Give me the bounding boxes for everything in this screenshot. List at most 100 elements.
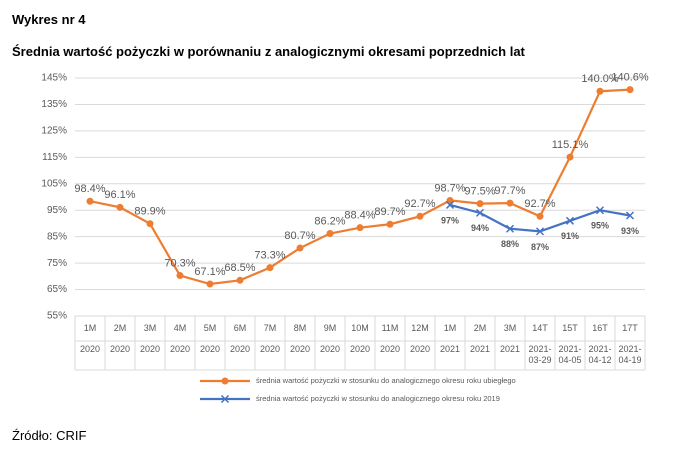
- data-label: 98.7%: [434, 182, 465, 194]
- x-tick-label: 5M: [203, 323, 217, 333]
- x-tick-label: 16T: [592, 323, 608, 333]
- point: [356, 224, 364, 232]
- y-tick-label: 145%: [41, 73, 67, 84]
- x-tick-sublabel: 2020: [229, 344, 251, 354]
- x-tick-label: 1M: [83, 323, 97, 333]
- x-tick-label: 2M: [473, 323, 487, 333]
- data-label: 115.1%: [552, 139, 589, 151]
- data-label: 97%: [441, 215, 459, 225]
- point: [236, 276, 244, 284]
- data-label: 140.0%: [581, 73, 619, 85]
- x-tick-sublabel: 2020: [79, 344, 101, 354]
- data-label: 92.7%: [404, 198, 435, 210]
- legend-label: średnia wartość pożyczki w stosunku do a…: [256, 376, 516, 385]
- x-tick-sublabel: 2021-04-05: [558, 344, 582, 365]
- x-tick-sublabel: 2021-04-12: [588, 344, 612, 365]
- x-tick-sublabel: 2021-03-29: [528, 344, 552, 365]
- x-tick-label: 2M: [113, 323, 127, 333]
- point: [416, 212, 424, 220]
- point: [176, 272, 184, 280]
- x-tick-label: 12M: [411, 323, 429, 333]
- legend-label: średnia wartość pożyczki w stosunku do a…: [256, 394, 500, 403]
- point: [506, 199, 514, 207]
- data-label: 97.7%: [494, 185, 525, 197]
- x-tick-label: 8M: [293, 323, 307, 333]
- y-tick-label: 135%: [41, 99, 67, 110]
- y-tick-label: 125%: [41, 126, 67, 137]
- data-label: 89.7%: [374, 206, 405, 218]
- point: [266, 264, 274, 272]
- x-tick-label: 1M: [443, 323, 457, 333]
- point: [206, 280, 214, 288]
- x-tick-sublabel: 2020: [349, 344, 371, 354]
- point: [595, 206, 605, 215]
- x-tick-sublabel: 2020: [169, 344, 191, 354]
- data-label: 91%: [561, 231, 579, 241]
- data-label: 86.2%: [314, 215, 345, 227]
- x-tick-sublabel: 2020: [319, 344, 341, 354]
- data-label: 87%: [531, 242, 549, 252]
- y-tick-label: 105%: [41, 178, 67, 189]
- data-label: 88%: [501, 239, 519, 249]
- y-tick-label: 75%: [47, 258, 67, 269]
- x-tick-label: 11M: [381, 323, 399, 333]
- x-tick-sublabel: 2020: [379, 344, 401, 354]
- point: [565, 216, 575, 225]
- x-tick-label: 15T: [562, 323, 578, 333]
- x-tick-sublabel: 2020: [199, 344, 221, 354]
- title: Wykres nr 4: [12, 12, 86, 27]
- data-label: 94%: [471, 223, 489, 233]
- data-label: 93%: [621, 226, 639, 236]
- y-tick-label: 55%: [47, 311, 67, 322]
- legend-marker: [220, 394, 230, 404]
- point: [326, 229, 334, 237]
- y-tick-label: 95%: [47, 205, 67, 216]
- x-tick-sublabel: 2021: [439, 344, 461, 354]
- x-tick-sublabel: 2020: [109, 344, 131, 354]
- point: [445, 200, 455, 209]
- data-label: 67.1%: [194, 266, 225, 278]
- data-label: 140.6%: [611, 72, 649, 84]
- y-tick-label: 65%: [47, 284, 67, 295]
- point: [386, 220, 394, 228]
- x-tick-label: 10M: [351, 323, 369, 333]
- legend-marker: [221, 377, 229, 385]
- point: [566, 153, 574, 161]
- x-tick-label: 6M: [233, 323, 247, 333]
- x-tick-label: 4M: [173, 323, 187, 333]
- x-tick-label: 3M: [143, 323, 157, 333]
- point: [475, 208, 485, 217]
- x-tick-label: 17T: [622, 323, 638, 333]
- data-label: 73.3%: [254, 250, 285, 262]
- data-label: 95%: [591, 221, 609, 231]
- point: [116, 203, 124, 211]
- data-label: 97.5%: [464, 186, 495, 198]
- data-label: 96.1%: [104, 189, 135, 201]
- x-tick-sublabel: 2021-04-19: [618, 344, 642, 365]
- series-line: [89, 88, 631, 286]
- data-label: 98.4%: [74, 183, 105, 195]
- x-tick-sublabel: 2020: [259, 344, 281, 354]
- x-tick-sublabel: 2020: [139, 344, 161, 354]
- point: [146, 220, 154, 228]
- point: [536, 212, 544, 220]
- point: [596, 87, 604, 95]
- data-label: 92.7%: [524, 198, 555, 210]
- x-tick-label: 14T: [532, 323, 548, 333]
- source: Źródło: CRIF: [12, 428, 87, 443]
- point: [535, 227, 545, 236]
- data-label: 88.4%: [344, 210, 375, 222]
- x-tick-sublabel: 2021: [499, 344, 521, 354]
- x-tick-label: 3M: [503, 323, 517, 333]
- x-tick-sublabel: 2020: [409, 344, 431, 354]
- data-label: 68.5%: [224, 262, 255, 274]
- point: [505, 224, 515, 233]
- point: [625, 211, 635, 220]
- x-tick-sublabel: 2020: [289, 344, 311, 354]
- point: [626, 86, 634, 94]
- data-label: 70.3%: [164, 257, 195, 269]
- data-label: 89.9%: [134, 206, 165, 218]
- point: [476, 200, 484, 208]
- x-tick-sublabel: 2021: [469, 344, 491, 354]
